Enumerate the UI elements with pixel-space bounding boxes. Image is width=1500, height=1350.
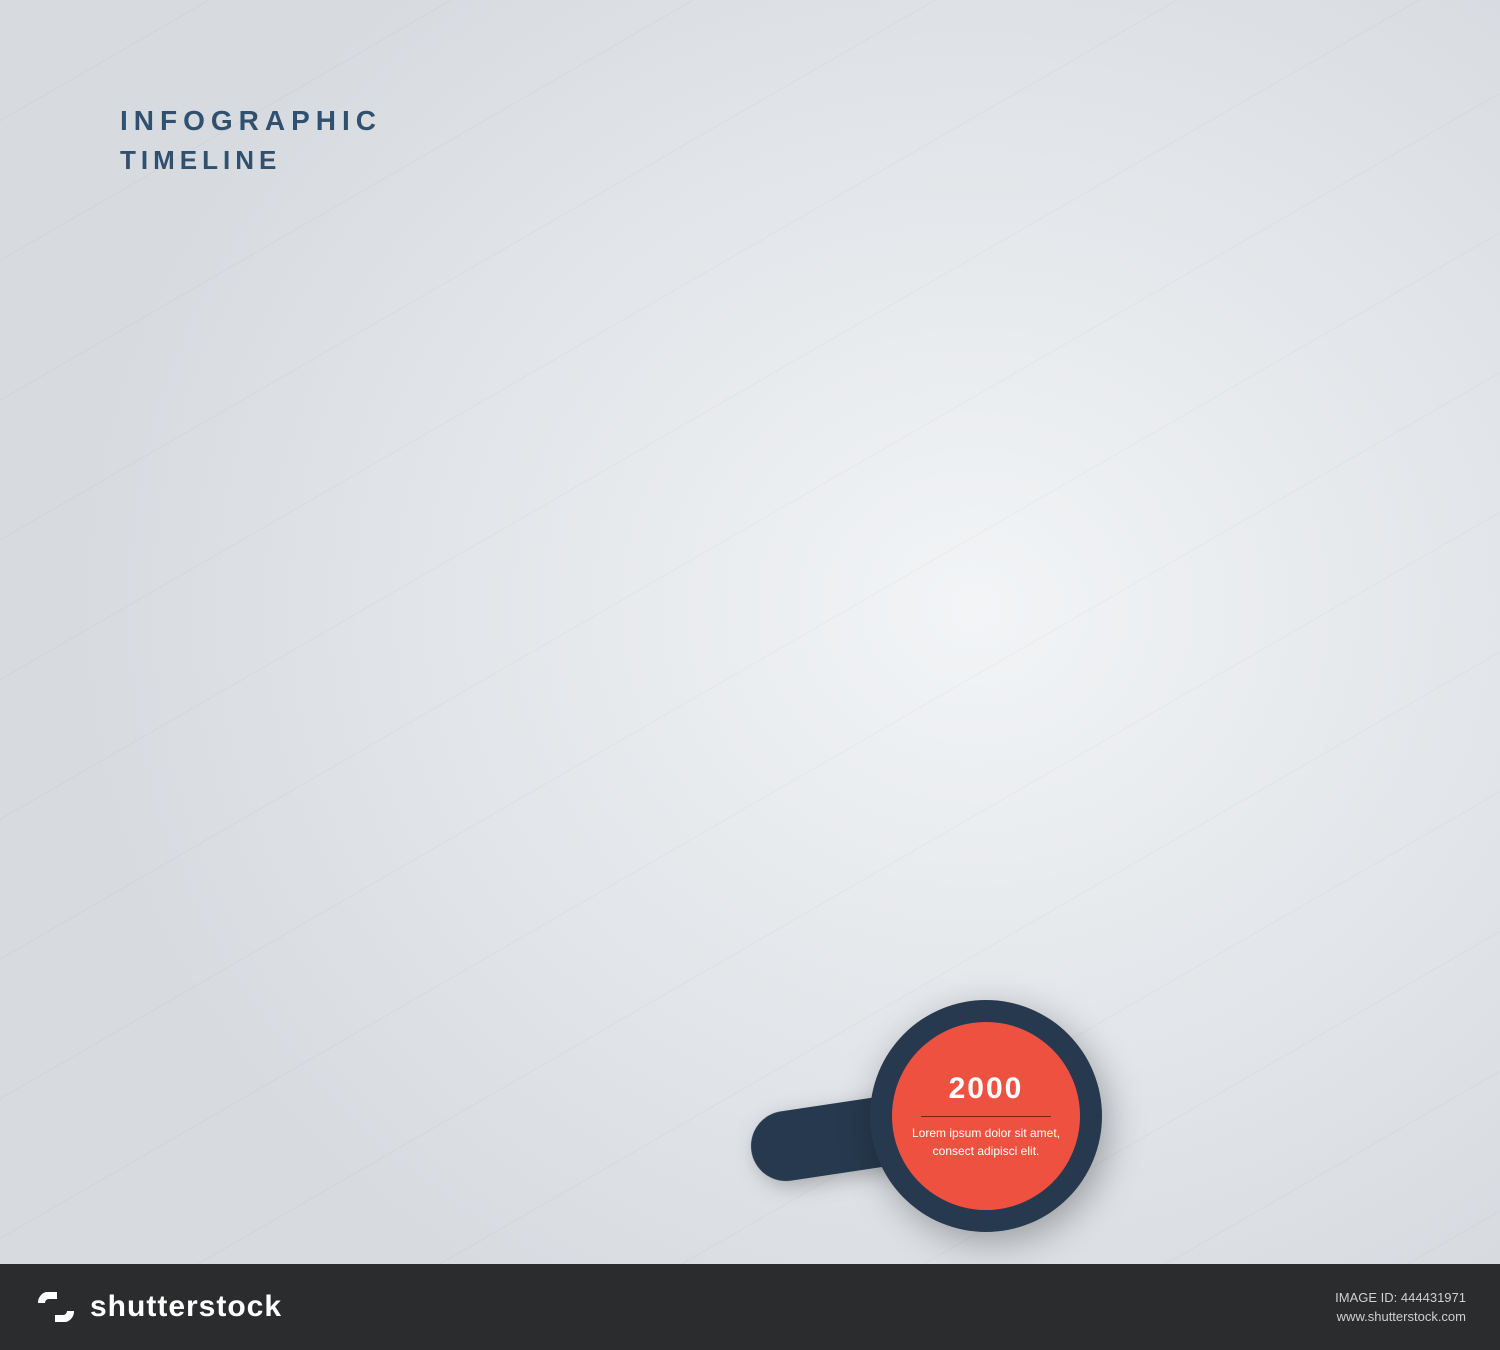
brand-text: shutterstock: [90, 1290, 282, 1324]
page-title: INFOGRAPHIC TIMELINE: [120, 105, 382, 176]
footer-bar: shutterstock IMAGE ID: 444431971 www.shu…: [0, 1264, 1500, 1350]
image-id: 444431971: [1401, 1290, 1466, 1305]
footer-url: www.shutterstock.com: [1335, 1307, 1466, 1327]
year-description: Lorem ipsum dolor sit amet, consect adip…: [908, 1125, 1064, 1160]
year-circle: 2000 Lorem ipsum dolor sit amet, consect…: [870, 1000, 1102, 1232]
image-id-label: IMAGE ID:: [1335, 1290, 1397, 1305]
year-label: 2000: [949, 1072, 1024, 1106]
canvas: INFOGRAPHIC TIMELINE 2000 Lorem ipsum do…: [0, 0, 1500, 1350]
year-divider: [921, 1116, 1051, 1117]
title-line-2: TIMELINE: [120, 145, 382, 176]
brand-logo: shutterstock: [34, 1285, 282, 1329]
footer-meta: IMAGE ID: 444431971 www.shutterstock.com: [1335, 1288, 1466, 1327]
shutterstock-icon: [34, 1285, 78, 1329]
title-line-1: INFOGRAPHIC: [120, 105, 382, 137]
